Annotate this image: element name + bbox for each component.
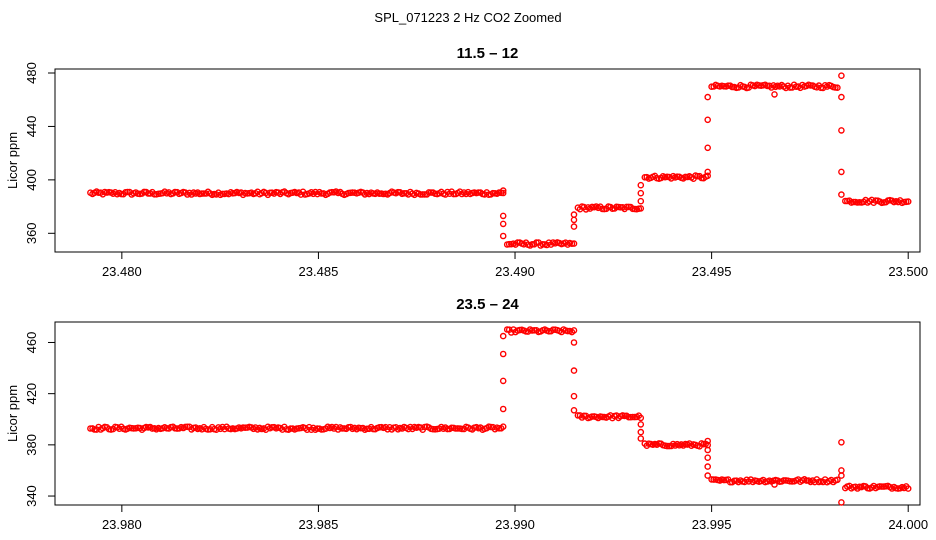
data-point	[570, 339, 578, 346]
axis-ticks: 23.980 23.985 23.990 23.995 24.000 340 380 420 4…	[24, 332, 928, 532]
data-point	[338, 425, 346, 432]
data-point	[637, 435, 645, 442]
data-point	[838, 467, 845, 474]
data-point	[838, 93, 845, 101]
data-point	[838, 168, 845, 176]
plot-frame	[54, 321, 921, 506]
data-point	[419, 191, 427, 198]
data-point	[637, 189, 645, 197]
y-tick-label: 440	[24, 116, 39, 138]
data-point	[834, 84, 841, 91]
data-point	[904, 485, 912, 492]
data-point	[499, 423, 507, 431]
x-tick-label: 23.985	[299, 517, 339, 532]
data-point	[838, 472, 845, 479]
data-point	[904, 198, 912, 205]
data-point	[400, 189, 408, 197]
data-point	[838, 127, 845, 134]
data-point	[704, 463, 712, 470]
axis-ticks: 23.480 23.485 23.490 23.495 23.500 360 400 440 4…	[24, 62, 928, 279]
y-tick-label: 480	[24, 62, 39, 84]
y-tick-label: 400	[24, 169, 39, 191]
data-point	[704, 168, 712, 176]
data-point	[505, 240, 513, 248]
data-point	[570, 216, 578, 224]
data-point	[704, 454, 712, 462]
data-point	[499, 332, 507, 340]
data-point	[838, 191, 845, 198]
x-tick-label: 23.980	[102, 517, 142, 532]
data-point	[549, 326, 557, 334]
data-point	[570, 367, 578, 374]
data-point	[499, 350, 507, 358]
data-point	[570, 240, 578, 247]
y-tick-label: 360	[24, 222, 39, 244]
data-point	[499, 187, 507, 194]
data-point	[570, 327, 578, 334]
data-point	[514, 239, 521, 246]
data-point	[771, 481, 778, 488]
data-point	[704, 472, 712, 479]
data-point	[704, 437, 712, 445]
x-tick-label: 23.490	[495, 264, 535, 279]
data-point	[637, 181, 645, 189]
data-point	[499, 405, 507, 413]
data-point	[499, 220, 507, 228]
panel-title: 11.5 – 12	[457, 45, 519, 62]
figure-title: SPL_071223 2 Hz CO2 Zoomed	[374, 10, 561, 25]
data-point	[570, 223, 578, 230]
data-point	[780, 477, 788, 484]
data-point	[570, 392, 578, 400]
data-point	[623, 203, 630, 211]
x-tick-label: 23.495	[692, 264, 732, 279]
x-tick-label: 23.485	[299, 264, 339, 279]
data-point	[637, 205, 645, 212]
data-point	[724, 82, 732, 89]
y-tick-label: 460	[24, 332, 39, 354]
data-point	[499, 232, 507, 240]
data-point	[704, 93, 712, 101]
data-point	[637, 197, 645, 205]
data-point	[838, 438, 845, 446]
panel-title: 23.5 – 24	[456, 296, 519, 313]
data-point	[838, 499, 845, 506]
scatter-points	[87, 72, 912, 249]
panel-bottom: 23.5 – 24 Licor ppm 23.980 23.985 23.990 23…	[5, 296, 928, 532]
y-tick-label: 340	[24, 485, 39, 507]
data-point	[499, 212, 507, 220]
data-point	[771, 91, 778, 98]
x-tick-label: 23.995	[692, 517, 732, 532]
data-point	[499, 189, 507, 197]
y-axis-label: Licor ppm	[5, 385, 20, 442]
data-point	[704, 116, 712, 124]
data-point	[287, 425, 294, 432]
y-axis-label: Licor ppm	[5, 132, 20, 189]
x-tick-label: 23.480	[102, 264, 142, 279]
x-tick-label: 23.990	[495, 517, 535, 532]
panel-top: 11.5 – 12 Licor ppm 23.480 23.485 23.490 23…	[5, 45, 928, 279]
data-point	[637, 428, 645, 436]
data-point	[704, 446, 712, 454]
data-point	[878, 483, 886, 490]
data-point	[570, 211, 578, 218]
x-tick-label: 24.000	[888, 517, 928, 532]
data-point	[219, 190, 226, 198]
data-point	[704, 172, 712, 180]
x-tick-label: 23.500	[888, 264, 928, 279]
plot-frame	[54, 68, 921, 253]
y-tick-label: 420	[24, 383, 39, 405]
y-tick-label: 380	[24, 434, 39, 456]
data-point	[637, 421, 645, 428]
data-point	[637, 414, 645, 422]
data-point	[834, 476, 841, 484]
data-point	[499, 377, 507, 385]
data-point	[704, 144, 712, 152]
data-point	[838, 72, 845, 79]
data-point	[570, 406, 578, 414]
scatter-points	[87, 326, 912, 506]
